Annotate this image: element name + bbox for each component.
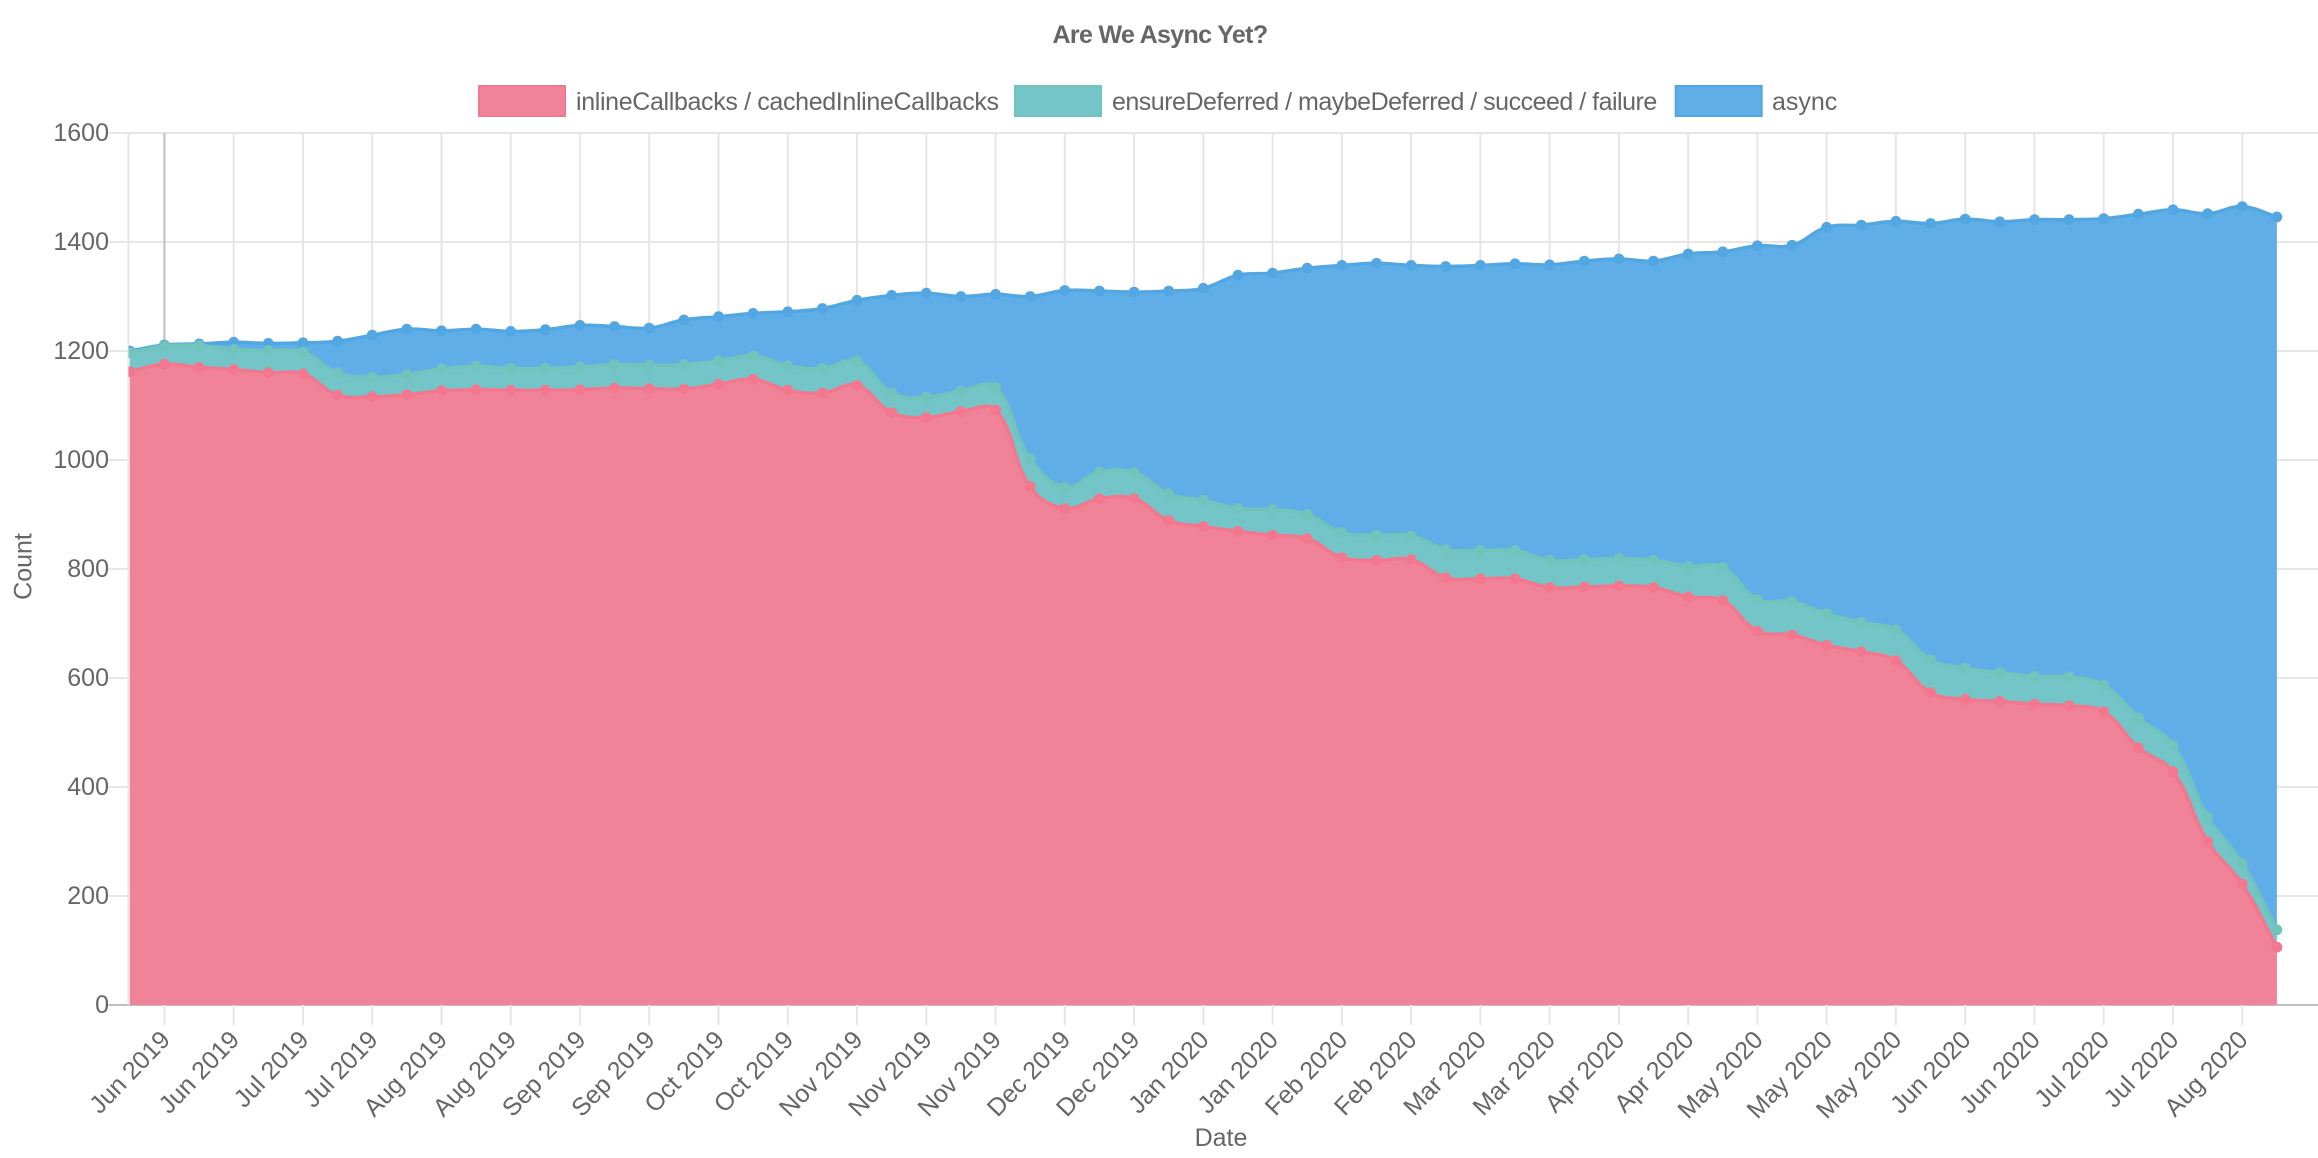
svg-text:800: 800	[67, 555, 109, 583]
svg-text:Date: Date	[1195, 1124, 1248, 1152]
svg-text:async: async	[1772, 88, 1837, 116]
svg-text:1400: 1400	[53, 228, 109, 256]
svg-text:1200: 1200	[53, 337, 109, 365]
svg-text:ensureDeferred / maybeDeferred: ensureDeferred / maybeDeferred / succeed…	[1112, 88, 1657, 116]
svg-text:200: 200	[67, 882, 109, 910]
svg-text:inlineCallbacks / cachedInline: inlineCallbacks / cachedInlineCallbacks	[576, 88, 999, 116]
svg-text:Are We Async Yet?: Are We Async Yet?	[1053, 21, 1268, 49]
svg-text:0: 0	[95, 991, 109, 1019]
svg-text:1600: 1600	[53, 119, 109, 147]
svg-text:600: 600	[67, 664, 109, 692]
svg-text:400: 400	[67, 773, 109, 801]
svg-text:Count: Count	[9, 533, 37, 600]
svg-text:1000: 1000	[53, 446, 109, 474]
